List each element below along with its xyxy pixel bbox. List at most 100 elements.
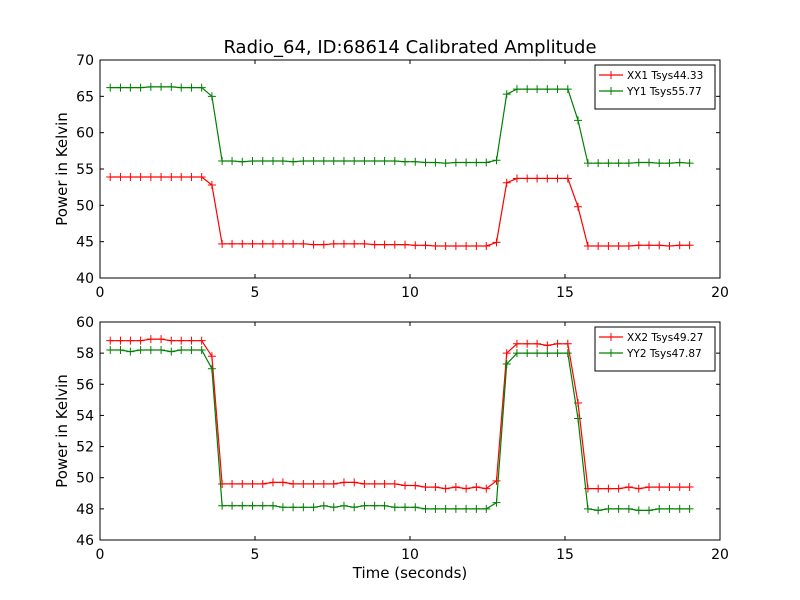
data-point-marker [421,504,430,513]
y-axis-label: Power in Kelvin [53,112,71,226]
data-point-marker [502,178,511,187]
legend-entry: YY2 Tsys47.87 [626,348,702,360]
data-point-marker [228,479,237,488]
data-point-marker [197,172,206,181]
data-point-marker [177,172,186,181]
data-point-marker [502,90,511,99]
y-tick-label: 70 [76,53,94,69]
data-point-marker [197,336,206,345]
data-point-marker [299,157,308,166]
data-point-marker [380,501,389,510]
data-point-marker [268,478,277,487]
data-point-marker [441,159,450,168]
data-point-marker [533,174,542,183]
data-point-marker [401,240,410,249]
data-point-marker [451,158,460,167]
data-point-marker [472,242,481,251]
data-point-marker [177,346,186,355]
data-point-marker [482,504,491,513]
data-point-marker [278,503,287,512]
y-axis-label: Power in Kelvin [53,374,71,488]
data-point-marker [411,481,420,490]
data-point-marker [604,159,613,168]
data-point-marker [594,484,603,493]
data-point-marker [197,83,206,92]
data-point-marker [533,85,542,94]
data-point-marker [319,240,328,249]
data-point-marker [543,174,552,183]
data-point-marker [441,484,450,493]
data-point-marker [207,92,216,101]
data-point-marker [482,158,491,167]
data-point-marker [665,159,674,168]
x-axis-label: Time (seconds) [352,564,468,582]
data-point-marker [533,339,542,348]
data-point-marker [655,159,664,168]
data-point-marker [370,157,379,166]
data-point-marker [604,504,613,513]
legend-entry: YY1 Tsys55.77 [626,86,702,98]
data-point-marker [207,352,216,361]
data-point-marker [482,242,491,251]
y-tick-label: 54 [76,408,94,424]
data-point-marker [462,504,471,513]
data-point-marker [431,158,440,167]
data-point-marker [126,347,135,356]
data-point-marker [126,336,135,345]
data-point-marker [238,479,247,488]
data-point-marker [583,159,592,168]
x-tick-label: 10 [401,285,419,301]
data-point-marker [258,157,267,166]
data-point-marker [319,479,328,488]
data-point-marker [146,172,155,181]
data-point-marker [512,174,521,183]
data-point-marker [167,82,176,91]
data-point-marker [360,239,369,248]
data-point-marker [380,240,389,249]
data-point-marker [401,503,410,512]
data-point-marker [411,503,420,512]
data-point-marker [360,157,369,166]
y-tick-label: 50 [76,198,94,214]
y-tick-label: 56 [76,377,94,393]
data-point-marker [431,504,440,513]
data-point-marker [512,349,521,358]
data-point-marker [350,239,359,248]
data-point-marker [401,157,410,166]
data-point-marker [360,479,369,488]
data-point-marker [218,479,227,488]
legend-marker [607,333,615,341]
x-tick-label: 0 [96,547,105,563]
data-point-marker [543,85,552,94]
data-point-marker [187,336,196,345]
data-point-marker [594,242,603,251]
data-point-marker [299,503,308,512]
data-point-marker [370,240,379,249]
data-point-marker [350,503,359,512]
chart-title: Radio_64, ID:68614 Calibrated Amplitude [223,37,596,58]
data-point-marker [502,349,511,358]
data-point-marker [675,483,684,492]
data-point-marker [157,346,166,355]
data-point-marker [136,346,145,355]
data-point-marker [492,498,501,507]
data-point-marker [339,239,348,248]
y-tick-label: 58 [76,346,94,362]
data-point-marker [116,83,125,92]
data-point-marker [146,82,155,91]
data-point-marker [258,239,267,248]
data-point-marker [390,503,399,512]
data-point-marker [665,504,674,513]
y-tick-label: 46 [76,533,94,549]
data-point-marker [685,241,694,250]
y-tick-label: 65 [76,89,94,105]
data-point-marker [238,501,247,510]
data-point-marker [319,501,328,510]
data-point-marker [390,240,399,249]
data-point-marker [492,156,501,165]
y-tick-label: 40 [76,271,94,287]
data-point-marker [167,347,176,356]
axes-frame [99,321,721,541]
data-point-marker [451,483,460,492]
